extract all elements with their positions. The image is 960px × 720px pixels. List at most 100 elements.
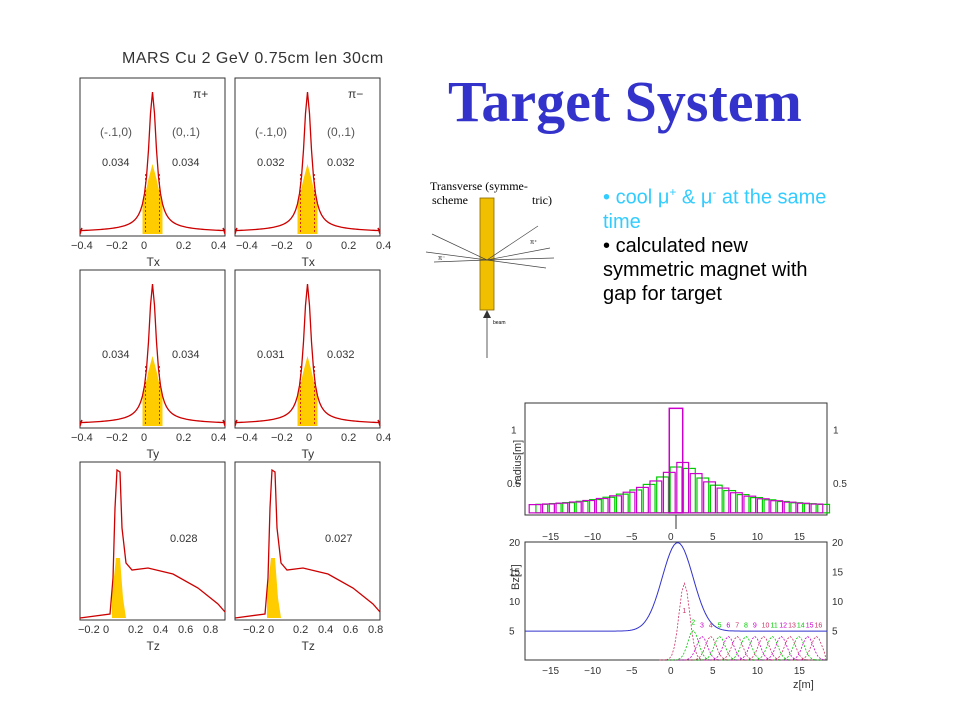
coil-number-label: 6 xyxy=(726,623,730,630)
histogram-outline xyxy=(79,468,226,619)
y-axis-label: Bz[T] xyxy=(510,564,522,590)
coil-step xyxy=(548,502,562,514)
y-tick-left: 20 xyxy=(509,538,521,549)
coil-number-label: 12 xyxy=(779,623,787,630)
value-left: 0.034 xyxy=(102,157,130,169)
bullet-list: • cool μ+ & μ- at the same time • calcul… xyxy=(603,180,843,306)
coil-field-contribution xyxy=(773,635,822,661)
yellow-fill xyxy=(142,164,163,234)
x-tick-label-bottom: 10 xyxy=(752,666,764,677)
range-label-left: (-.1,0) xyxy=(255,125,287,139)
histogram-outline xyxy=(79,283,226,427)
range-label-right: (0,.1) xyxy=(172,125,200,139)
center-coil-tall xyxy=(668,407,684,514)
axis-label: Ty xyxy=(147,447,160,461)
coil-field-contribution xyxy=(791,635,826,661)
coil-step xyxy=(797,502,810,514)
coil-field-contribution xyxy=(782,635,826,661)
coil-step xyxy=(790,502,804,514)
histogram-outline xyxy=(234,468,381,619)
bullet-symmetric-magnet: • calculated new symmetric magnet with g… xyxy=(603,234,808,305)
x-tick-label-bottom: 0 xyxy=(668,666,674,677)
y-tick-right: 0.5 xyxy=(833,479,847,490)
particle-track xyxy=(486,225,539,261)
coil-step xyxy=(609,495,623,514)
histogram-outline xyxy=(234,91,381,235)
x-tick-label: −10 xyxy=(584,532,601,543)
x-tick-label: 0.4 xyxy=(376,240,391,252)
mars-panel: 0.028 −0.2 0 0.2 0.4 0.6 0.8 Tz xyxy=(78,461,226,653)
scheme-title-line2: scheme xyxy=(432,193,468,207)
y-tick-left: 5 xyxy=(509,627,515,638)
x-tick-label: 0.2 xyxy=(128,624,143,636)
coil-number-label: 11 xyxy=(770,623,777,630)
coil-number-label: 7 xyxy=(735,623,739,630)
coil-field-contribution xyxy=(747,635,796,661)
x-tick-label: −0.4 xyxy=(236,240,258,252)
coil-step xyxy=(582,499,596,514)
scheme-title-line3: tric) xyxy=(532,193,552,207)
coil-step xyxy=(682,467,696,514)
x-tick-label: −0.4 xyxy=(236,432,258,444)
x-tick-label: −15 xyxy=(542,532,559,543)
coil-step xyxy=(817,503,831,514)
coil-step xyxy=(615,493,629,514)
value-right: 0.032 xyxy=(327,157,355,169)
x-tick-label: 0 xyxy=(103,624,109,636)
coil-number-label: 2 xyxy=(691,620,695,627)
value-single: 0.028 xyxy=(170,533,198,545)
coil-step xyxy=(535,503,549,514)
x-tick-label: 5 xyxy=(710,532,716,543)
pi-minus-label: π⁻ xyxy=(438,256,445,262)
mars-plots-title: MARS Cu 2 GeV 0.75cm len 30cm xyxy=(122,50,384,67)
x-tick-label: −0.2 xyxy=(271,240,293,252)
x-tick-label: 0 xyxy=(141,240,147,252)
dashed-guides xyxy=(145,366,160,426)
coil-step xyxy=(729,492,743,514)
value-left: 0.034 xyxy=(102,349,130,361)
particle-label: π+ xyxy=(193,87,208,101)
coil-step xyxy=(595,497,609,514)
coil-step xyxy=(629,489,643,514)
y-tick-right: 10 xyxy=(832,597,844,608)
x-tick-label: 0.4 xyxy=(153,624,168,636)
x-tick-label: 0.8 xyxy=(368,624,383,636)
histogram-outline xyxy=(234,283,381,427)
coil-step xyxy=(649,480,663,514)
x-tick-label: 10 xyxy=(752,532,764,543)
coil-field-contribution xyxy=(729,635,778,661)
y-tick-right: 15 xyxy=(832,568,844,579)
coil-field-contribution xyxy=(676,635,728,661)
y-tick-right: 5 xyxy=(832,627,838,638)
y-tick-left: 1 xyxy=(511,426,517,437)
coil-field-contribution xyxy=(764,635,813,661)
axis-label: Tx xyxy=(147,255,160,269)
range-label-left: (-.1,0) xyxy=(100,125,132,139)
x-tick-label: 0.2 xyxy=(341,240,356,252)
mars-panel: 0.027 −0.2 0 0.2 0.4 0.6 0.8 Tz xyxy=(234,461,383,653)
x-tick-label: 0 xyxy=(268,624,274,636)
coil-number-label: 9 xyxy=(753,623,757,630)
x-tick-label-bottom: −15 xyxy=(542,666,559,677)
x-tick-label: 0.2 xyxy=(176,240,191,252)
coil-step xyxy=(810,503,824,514)
panel-frame xyxy=(79,461,226,621)
coil-step xyxy=(622,491,636,514)
histogram-outline xyxy=(79,91,226,235)
x-tick-label: 0.6 xyxy=(343,624,358,636)
value-left: 0.031 xyxy=(257,349,285,361)
x-tick-label: 0 xyxy=(668,532,674,543)
yellow-fill xyxy=(297,164,318,234)
coil-step xyxy=(656,476,670,514)
transverse-scheme-diagram: Transverse (symme-scheme tric) beam π⁻ π⁺ xyxy=(425,179,555,358)
coil-number-label: 4 xyxy=(709,623,713,630)
coil-step xyxy=(642,483,656,514)
coil-step xyxy=(542,503,555,514)
coil-step xyxy=(783,501,797,514)
value-right: 0.032 xyxy=(327,349,355,361)
coil-step xyxy=(803,503,817,514)
value-right: 0.034 xyxy=(172,157,200,169)
mars-panel: 0.034 0.034 −0.4 −0.2 0 0.2 0.4 Ty xyxy=(71,269,226,461)
x-tick-label-bottom: 5 xyxy=(710,666,716,677)
